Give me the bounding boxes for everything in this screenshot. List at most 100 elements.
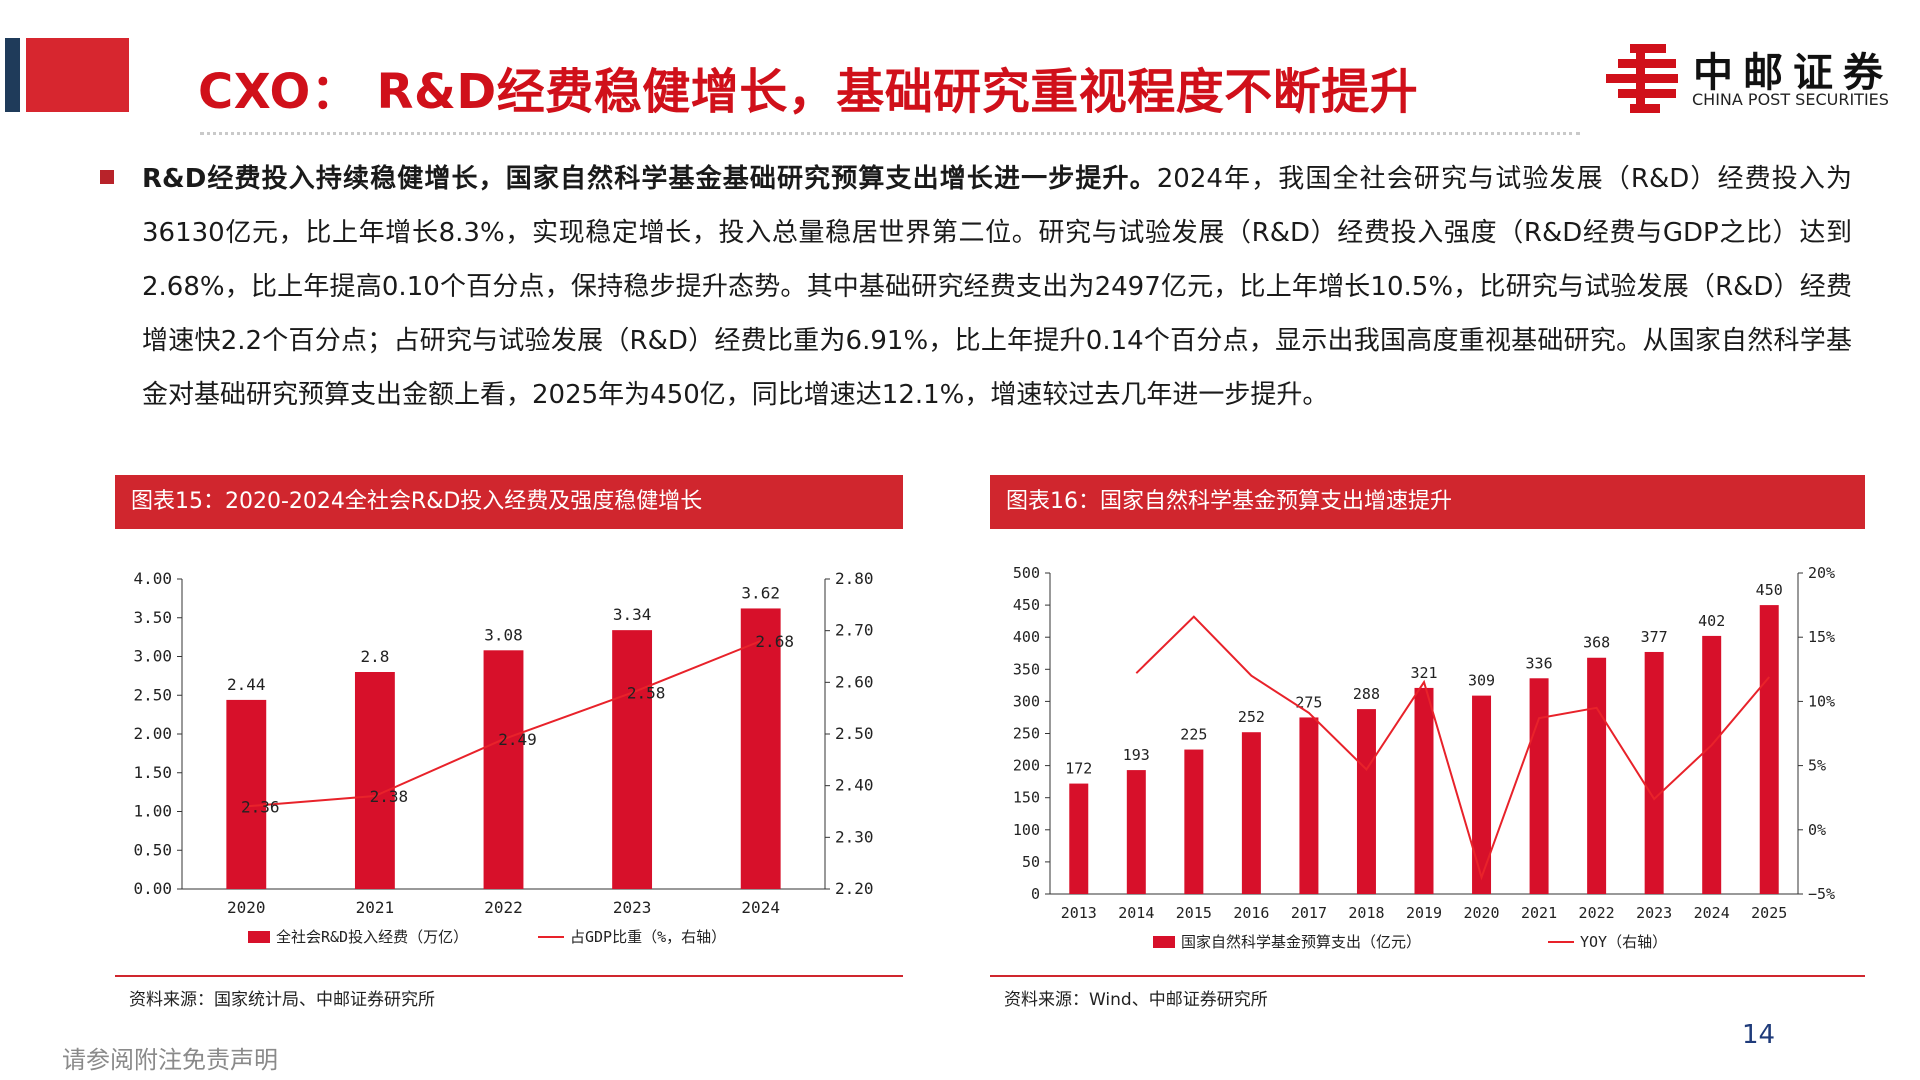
y-tick-label-right: 2.60	[835, 672, 874, 691]
x-tick-label: 2024	[741, 898, 780, 917]
bar-2022	[1587, 657, 1607, 894]
x-tick-label: 2021	[356, 898, 395, 917]
legend-swatch-bar	[1153, 936, 1175, 948]
bar-2021	[354, 672, 395, 889]
y-tick-label-left: 2.50	[133, 685, 172, 704]
chart-rd-investment: 0.00 0.50 1.00 1.50 2.00 2.50 3.00 3.50 4.00 2.20…	[133, 569, 874, 946]
y-tick-label-right: 2.80	[835, 569, 874, 588]
bar-2023	[612, 630, 653, 889]
legend-swatch-bar	[248, 931, 270, 943]
y-tick-label-left: 0	[1031, 885, 1040, 903]
y-tick-label-left: 3.00	[133, 647, 172, 666]
bar-data-label: 402	[1698, 612, 1725, 630]
chart-title-right: 图表16：国家自然科学基金预算支出增速提升	[990, 475, 1865, 529]
line-series-yoy	[1135, 615, 1770, 881]
bar-data-label: 368	[1583, 634, 1610, 652]
bullet-marker	[100, 170, 114, 184]
chart-panel-right: 图表16：国家自然科学基金预算支出增速提升 0 50 100 150 200 250 300…	[990, 475, 1865, 1010]
y-tick-label-left: 3.50	[133, 608, 172, 627]
bar-data-label: 252	[1238, 708, 1265, 726]
bar-data-label: 450	[1756, 581, 1783, 599]
bar-data-label: 225	[1180, 726, 1207, 744]
bar-data-label: 3.08	[484, 625, 523, 644]
china-post-logo-icon	[1606, 44, 1678, 113]
y-tick-label-left: 500	[1013, 564, 1040, 582]
bar-2019	[1414, 687, 1434, 894]
y-tick-label-right: 2.50	[835, 724, 874, 743]
y-tick-label-left: 1.00	[133, 802, 172, 821]
summary-lead: R&D经费投入持续稳健增长，国家自然科学基金基础研究预算支出增长进一步提升。	[142, 164, 1157, 194]
bar-2020	[226, 699, 267, 889]
bar-data-label: 275	[1295, 693, 1322, 711]
line-data-label: 2.68	[755, 632, 794, 651]
y-tick-label-left: 1.50	[133, 763, 172, 782]
chart-panel-left: 图表15：2020-2024全社会R&D投入经费及强度稳健增长 0.00 0.50…	[115, 475, 903, 1010]
line-series-gdp-share	[246, 640, 762, 808]
chart-source-left: 资料来源：国家统计局、中邮证券研究所	[129, 990, 435, 1010]
x-tick-label: 2020	[227, 898, 266, 917]
line-data-label: 2.36	[241, 797, 280, 816]
bar-data-label: 2.8	[360, 647, 389, 666]
x-tick-label: 2014	[1118, 904, 1154, 922]
bar-2016	[1241, 732, 1261, 894]
y-tick-label-left: 400	[1013, 628, 1040, 646]
bar-2021	[1529, 678, 1549, 894]
chart-rule-right	[990, 975, 1865, 977]
bar-2022	[483, 650, 524, 889]
page-title: CXO： R&D经费稳健增长，基础研究重视程度不断提升	[198, 64, 1419, 120]
y-tick-label-left: 450	[1013, 596, 1040, 614]
bar-data-label: 172	[1065, 760, 1092, 778]
legend-label-bar: 国家自然科学基金预算支出（亿元）	[1181, 933, 1421, 951]
chart-source-right: 资料来源：Wind、中邮证券研究所	[1004, 990, 1268, 1010]
y-tick-label-left: 0.00	[133, 879, 172, 898]
header-accent-dark	[5, 38, 20, 112]
line-data-label: 2.49	[498, 730, 537, 749]
bar-data-label: 2.44	[227, 675, 266, 694]
x-tick-label: 2018	[1348, 904, 1384, 922]
disclaimer-note: 请参阅附注免责声明	[62, 1046, 278, 1074]
chart-nsfc-budget: 0 50 100 150 200 250 300 350 400 450 500 −5% 0% 5% 10%…	[1013, 564, 1835, 951]
bar-2018	[1356, 709, 1376, 894]
y-tick-label-right: 10%	[1808, 692, 1835, 710]
bar-data-label: 193	[1123, 746, 1150, 764]
bar-2017	[1299, 717, 1319, 894]
bar-data-label: 321	[1410, 664, 1437, 682]
x-tick-label: 2013	[1061, 904, 1097, 922]
summary-paragraph: R&D经费投入持续稳健增长，国家自然科学基金基础研究预算支出增长进一步提升。20…	[142, 152, 1852, 422]
legend-label-line: 占GDP比重（%，右轴）	[570, 928, 726, 946]
x-tick-label: 2022	[484, 898, 523, 917]
bar-2024	[740, 608, 781, 889]
y-tick-label-left: 150	[1013, 789, 1040, 807]
y-tick-label-left: 2.00	[133, 724, 172, 743]
y-tick-label-right: 15%	[1808, 628, 1835, 646]
bar-data-label: 377	[1641, 628, 1668, 646]
y-tick-label-right: −5%	[1808, 885, 1835, 903]
line-data-label: 2.58	[627, 684, 666, 703]
y-tick-label-right: 2.20	[835, 879, 874, 898]
y-tick-label-left: 50	[1022, 853, 1040, 871]
y-tick-label-left: 100	[1013, 821, 1040, 839]
logo-chinese-name: 中邮证券	[1693, 50, 1893, 96]
header-divider	[200, 132, 1580, 135]
chart-rule-left	[115, 975, 903, 977]
x-tick-label: 2015	[1176, 904, 1212, 922]
x-tick-label: 2020	[1463, 904, 1499, 922]
y-tick-label-left: 250	[1013, 725, 1040, 743]
x-tick-label: 2024	[1694, 904, 1730, 922]
x-tick-label: 2016	[1233, 904, 1269, 922]
bar-data-label: 288	[1353, 685, 1380, 703]
x-tick-label: 2023	[613, 898, 652, 917]
y-tick-label-left: 350	[1013, 660, 1040, 678]
bar-2024	[1702, 635, 1722, 894]
summary-body: 2024年，我国全社会研究与试验发展（R&D）经费投入为36130亿元，比上年增…	[142, 164, 1853, 410]
legend-label-bar: 全社会R&D投入经费（万亿）	[276, 928, 468, 946]
y-tick-label-left: 200	[1013, 757, 1040, 775]
bar-data-label: 3.62	[741, 583, 780, 602]
x-tick-label: 2019	[1406, 904, 1442, 922]
bar-2025	[1759, 605, 1779, 894]
legend-label-line: YOY（右轴）	[1580, 933, 1667, 951]
bar-2023	[1644, 651, 1664, 894]
brand-logo: 中邮证券 CHINA POST SECURITIES	[1600, 40, 1900, 118]
y-tick-label-right: 2.30	[835, 827, 874, 846]
bar-2015	[1184, 749, 1204, 894]
